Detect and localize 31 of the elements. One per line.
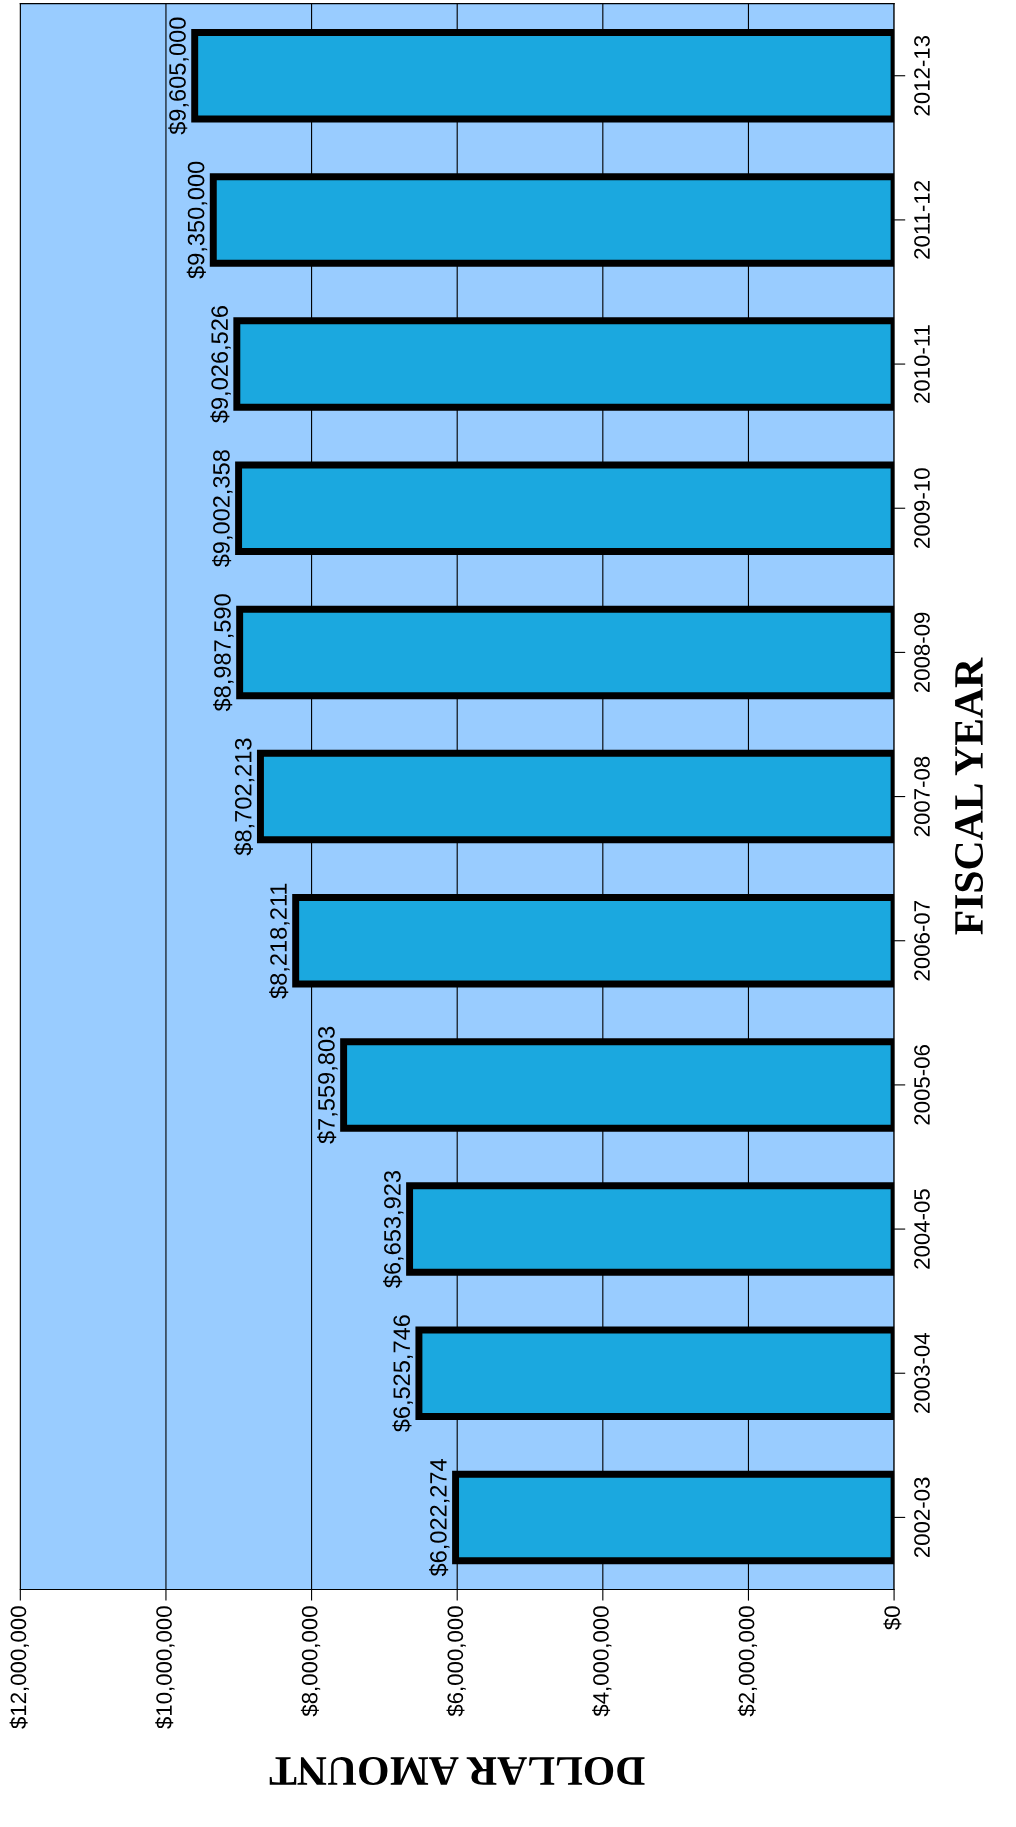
y-tick-label: 2005-06 bbox=[914, 1045, 930, 1125]
data-label: $9,350,000 bbox=[186, 161, 208, 279]
y-tick-label: 2006-07 bbox=[914, 901, 930, 981]
y-tick-label: 2009-10 bbox=[914, 468, 930, 548]
y-tick-label: 2002-03 bbox=[914, 1477, 930, 1558]
x-axis-title: DOLLAR AMOUNT bbox=[269, 1756, 645, 1785]
data-label: $6,022,274 bbox=[429, 1459, 450, 1577]
x-tick-label: $4,000,000 bbox=[592, 1606, 612, 1717]
data-label: $9,002,358 bbox=[212, 450, 233, 568]
x-tick-label: $6,000,000 bbox=[446, 1606, 466, 1717]
y-tick-label: 2007-08 bbox=[914, 756, 930, 837]
y-axis-title: FISCAL YEAR bbox=[955, 657, 984, 935]
data-label: $8,218,211 bbox=[269, 883, 290, 999]
x-tick-label: $12,000,000 bbox=[9, 1606, 29, 1729]
y-tick-label: 2010-11 bbox=[914, 325, 930, 403]
y-tick-label: 2004-05 bbox=[914, 1189, 930, 1269]
y-tick-label: 2008-09 bbox=[914, 612, 930, 693]
data-label: $7,559,803 bbox=[317, 1026, 338, 1144]
data-label: $8,987,590 bbox=[213, 594, 234, 712]
data-label: $8,702,213 bbox=[233, 738, 255, 856]
y-tick-label: 2012-13 bbox=[914, 35, 930, 116]
x-tick-label: $10,000,000 bbox=[155, 1606, 175, 1729]
y-tick-label: 2011-12 bbox=[914, 181, 930, 259]
x-tick-label: $0 bbox=[883, 1606, 902, 1630]
x-tick-label: $2,000,000 bbox=[737, 1606, 758, 1717]
y-tick-label: 2003-04 bbox=[914, 1333, 930, 1413]
x-tick-label: $8,000,000 bbox=[300, 1606, 321, 1717]
data-label: $9,605,000 bbox=[168, 17, 189, 135]
data-label: $9,026,526 bbox=[210, 306, 231, 423]
data-label: $6,653,923 bbox=[383, 1171, 404, 1288]
data-label: $6,525,746 bbox=[392, 1315, 413, 1433]
